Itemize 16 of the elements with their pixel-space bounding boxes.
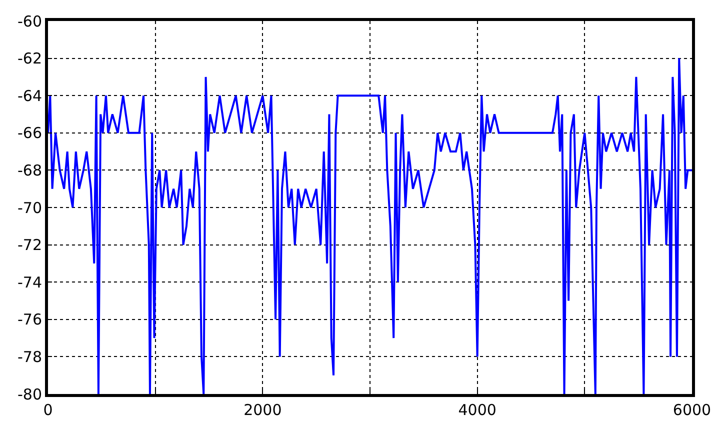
line-series (48, 57, 692, 394)
x-tick-label: 6000 (672, 401, 712, 419)
y-tick-label: -62 (18, 50, 42, 68)
y-tick-label: -60 (18, 12, 42, 30)
y-tick-label: -78 (18, 348, 42, 366)
x-tick-label: 4000 (458, 401, 496, 419)
x-tick-label: 0 (43, 401, 53, 419)
y-tick-label: -64 (18, 86, 42, 105)
y-tick-label: -74 (18, 273, 42, 292)
y-tick-label: -68 (18, 161, 42, 180)
y-tick-label: -76 (18, 310, 42, 329)
y-tick-label: -70 (18, 198, 42, 217)
y-tick-label: -66 (18, 124, 42, 142)
y-tick-label: -72 (18, 236, 42, 254)
y-tick-label: -80 (18, 385, 42, 404)
x-tick-label: 2000 (244, 401, 282, 419)
